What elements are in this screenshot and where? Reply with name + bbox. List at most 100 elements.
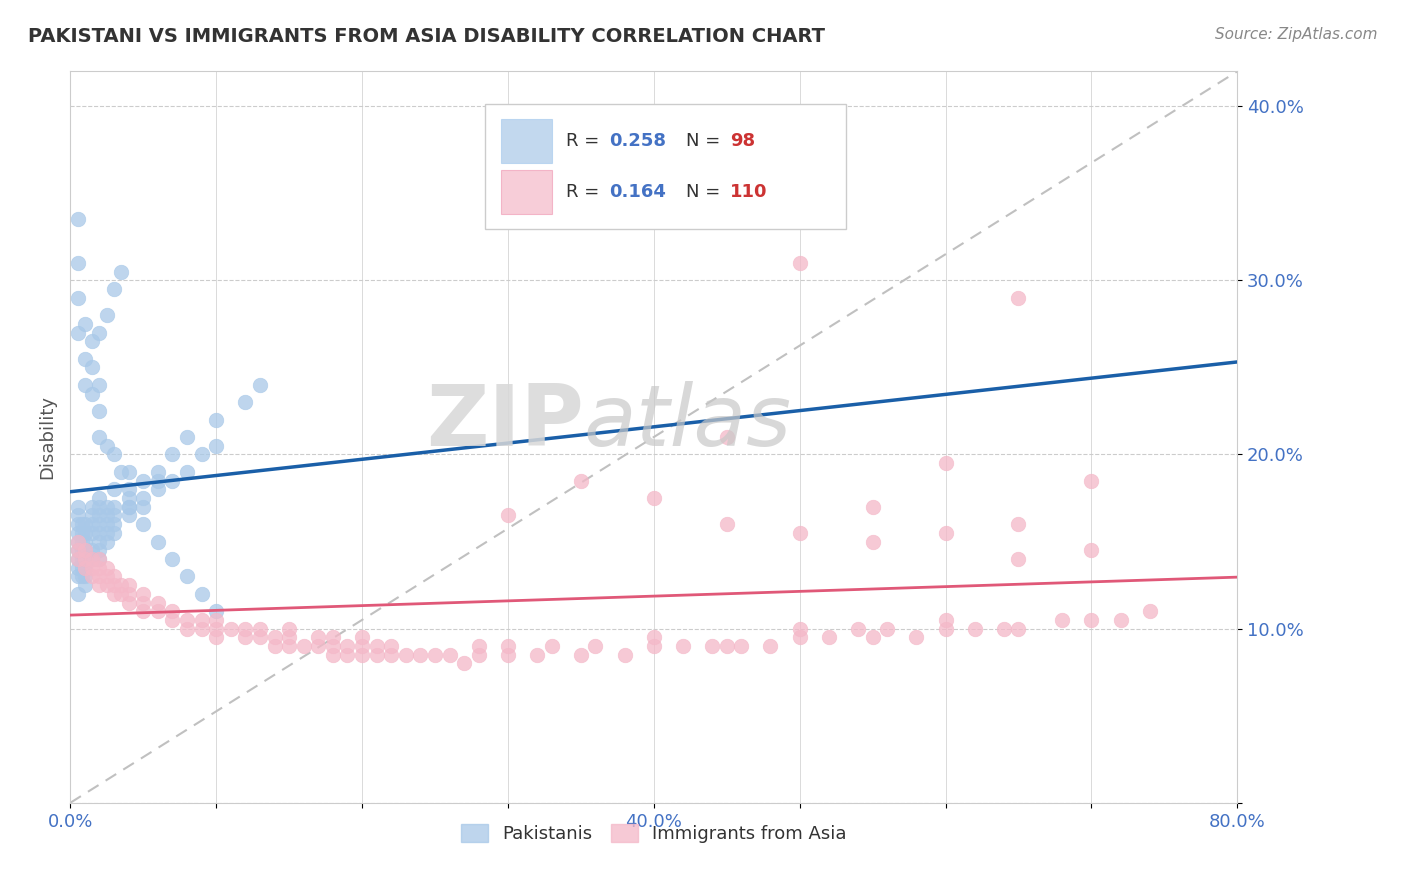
Point [1007, 291, 1029, 305]
Point [66, 326, 89, 340]
Point [176, 622, 198, 636]
Point [66, 256, 89, 270]
Text: R =: R = [567, 132, 605, 150]
Point [162, 613, 184, 627]
Point [103, 517, 125, 532]
Point [352, 648, 374, 662]
Point [278, 631, 301, 645]
Point [66, 543, 89, 558]
Point [146, 534, 169, 549]
Point [409, 648, 432, 662]
Point [66, 560, 89, 574]
Point [205, 412, 228, 426]
Point [89, 326, 111, 340]
Point [963, 622, 986, 636]
Point [96, 578, 118, 592]
Point [176, 465, 198, 479]
Point [233, 631, 256, 645]
Point [146, 604, 169, 618]
Point [82, 560, 104, 574]
Point [82, 508, 104, 523]
Point [82, 500, 104, 514]
Point [73, 552, 96, 566]
Point [118, 508, 141, 523]
Point [70, 534, 93, 549]
Point [82, 525, 104, 540]
Point [110, 265, 132, 279]
Point [380, 639, 402, 653]
Text: 0.164: 0.164 [609, 183, 666, 201]
Point [66, 212, 89, 227]
Point [89, 508, 111, 523]
FancyBboxPatch shape [501, 169, 553, 214]
Point [307, 631, 329, 645]
Point [82, 334, 104, 349]
Point [70, 560, 93, 574]
Point [439, 648, 461, 662]
Point [672, 639, 695, 653]
Point [818, 631, 841, 645]
Point [73, 569, 96, 583]
Point [569, 474, 592, 488]
Point [96, 525, 118, 540]
Point [66, 569, 89, 583]
Point [862, 631, 884, 645]
Text: N =: N = [686, 183, 727, 201]
Point [380, 648, 402, 662]
Point [263, 639, 285, 653]
Point [190, 622, 212, 636]
Point [82, 517, 104, 532]
Point [905, 631, 928, 645]
Text: 110: 110 [730, 183, 768, 201]
Point [96, 508, 118, 523]
Point [789, 525, 811, 540]
Point [73, 552, 96, 566]
Point [110, 578, 132, 592]
Point [205, 631, 228, 645]
Point [336, 648, 359, 662]
Text: 98: 98 [730, 132, 755, 150]
Point [66, 508, 89, 523]
Point [82, 552, 104, 566]
Point [103, 508, 125, 523]
Point [70, 569, 93, 583]
Point [89, 569, 111, 583]
Point [96, 560, 118, 574]
Point [73, 543, 96, 558]
Point [89, 377, 111, 392]
Point [96, 439, 118, 453]
Point [219, 622, 242, 636]
Point [846, 622, 869, 636]
Point [496, 508, 519, 523]
Point [66, 552, 89, 566]
Point [103, 587, 125, 601]
Point [233, 622, 256, 636]
Point [103, 569, 125, 583]
Point [66, 525, 89, 540]
Point [540, 639, 562, 653]
Point [336, 639, 359, 653]
Point [162, 474, 184, 488]
Point [322, 631, 344, 645]
Text: N =: N = [686, 132, 727, 150]
Point [118, 587, 141, 601]
Point [190, 587, 212, 601]
Point [132, 595, 155, 609]
Point [789, 631, 811, 645]
Point [70, 517, 93, 532]
Point [716, 517, 738, 532]
Point [73, 543, 96, 558]
Point [716, 430, 738, 444]
Text: atlas: atlas [583, 381, 792, 464]
Point [366, 639, 388, 653]
Point [1080, 543, 1102, 558]
Text: Source: ZipAtlas.com: Source: ZipAtlas.com [1215, 27, 1378, 42]
Point [643, 631, 665, 645]
Y-axis label: Disability: Disability [38, 395, 56, 479]
Point [176, 430, 198, 444]
Point [110, 587, 132, 601]
Point [96, 534, 118, 549]
Point [103, 525, 125, 540]
Point [132, 604, 155, 618]
Point [96, 517, 118, 532]
